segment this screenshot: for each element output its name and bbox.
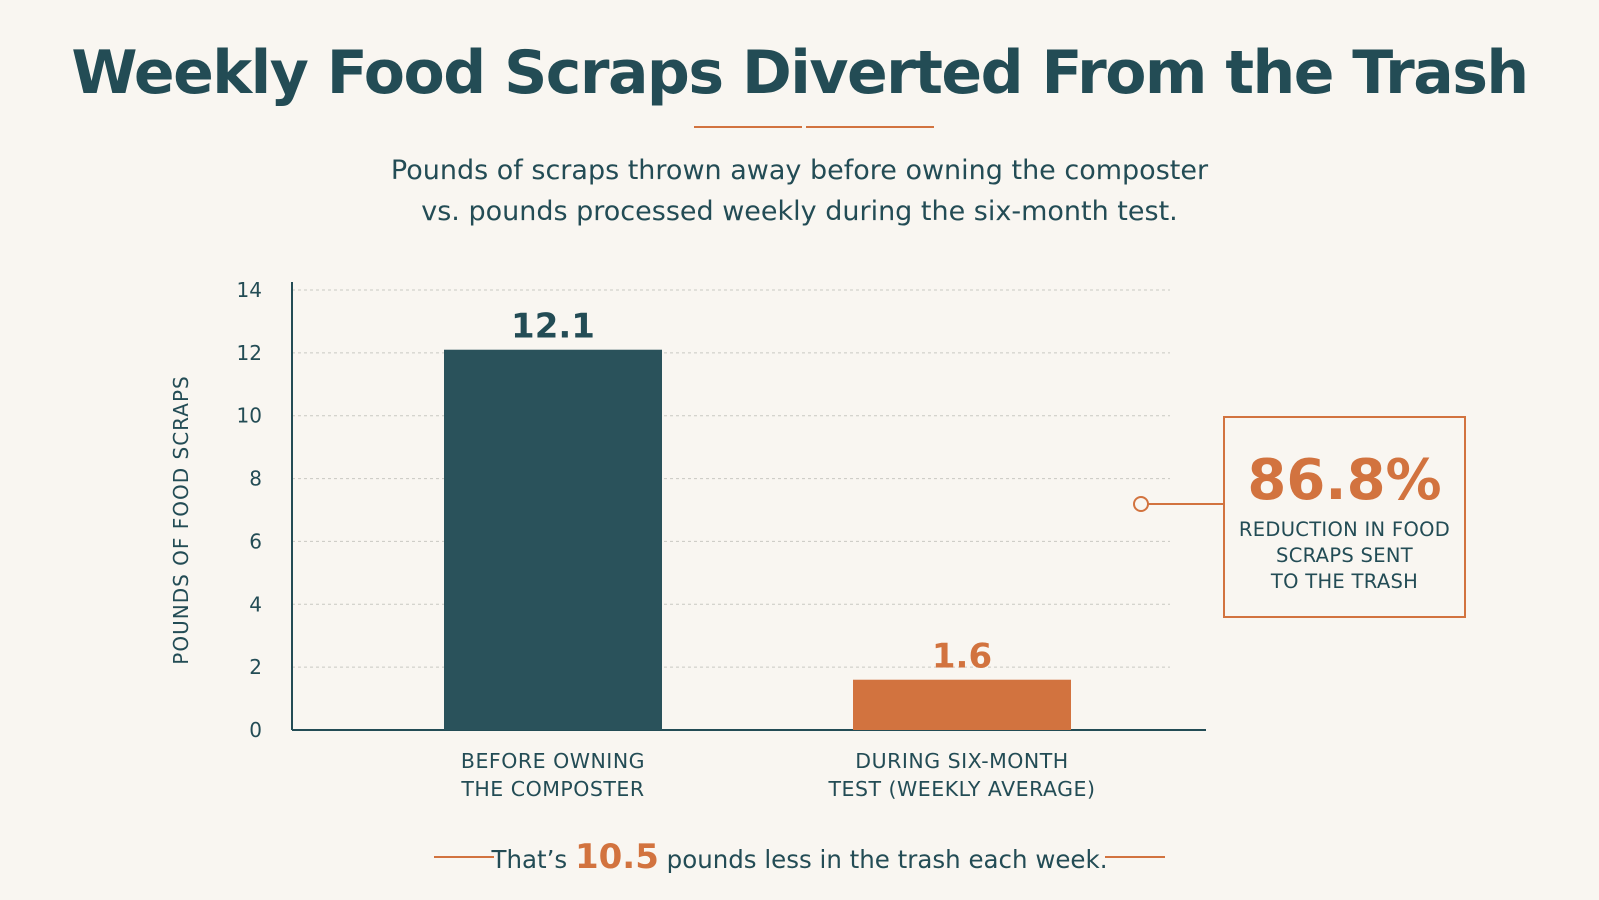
footer-prefix: That’s xyxy=(491,845,568,874)
y-tick-label: 14 xyxy=(237,278,262,302)
footer-suffix: pounds less in the trash each week. xyxy=(666,845,1108,874)
reduction-callout: 86.8% REDUCTION IN FOOD SCRAPS SENT TO T… xyxy=(1223,416,1466,618)
x-category-label-1-line-1: BEFORE OWNING xyxy=(461,749,645,773)
y-tick-label: 10 xyxy=(237,404,262,428)
x-category-label-1-line-2: THE COMPOSTER xyxy=(460,777,644,801)
footer-rule-right xyxy=(1105,856,1165,858)
bar-value-label-1: 12.1 xyxy=(511,307,595,347)
y-tick-label: 2 xyxy=(249,655,262,679)
bar-1 xyxy=(444,349,662,730)
bar-2 xyxy=(853,679,1071,730)
reduction-caption-line-3: TO THE TRASH xyxy=(1270,570,1419,593)
footer-highlight-value: 10.5 xyxy=(574,837,659,877)
subtitle-line-2: vs. pounds processed weekly during the s… xyxy=(421,196,1178,227)
y-tick-label: 4 xyxy=(249,592,262,616)
y-axis-label: POUNDS OF FOOD SCRAPS xyxy=(169,375,193,664)
reduction-value: 86.8% xyxy=(1247,448,1442,513)
title-underline-right xyxy=(806,126,934,128)
y-tick-label: 8 xyxy=(249,467,262,491)
callout-connector-dot xyxy=(1133,496,1149,512)
footer-note: That’s 10.5 pounds less in the trash eac… xyxy=(0,832,1599,882)
y-tick-label: 6 xyxy=(249,529,262,553)
title-underline-left xyxy=(694,126,802,128)
subtitle-line-1: Pounds of scraps thrown away before owni… xyxy=(390,155,1209,186)
y-tick-label: 0 xyxy=(249,718,262,742)
footer-rule-left xyxy=(434,856,494,858)
reduction-caption-line-1: REDUCTION IN FOOD xyxy=(1238,518,1451,541)
x-category-label-2-line-2: TEST (WEEKLY AVERAGE) xyxy=(828,777,1096,801)
x-category-label-2-line-1: DURING SIX-MONTH xyxy=(855,749,1068,773)
reduction-caption-line-2: SCRAPS SENT xyxy=(1276,544,1413,567)
y-tick-label: 12 xyxy=(237,341,262,365)
bar-value-label-2: 1.6 xyxy=(932,637,992,677)
chart-title: Weekly Food Scraps Diverted From the Tra… xyxy=(71,38,1529,108)
